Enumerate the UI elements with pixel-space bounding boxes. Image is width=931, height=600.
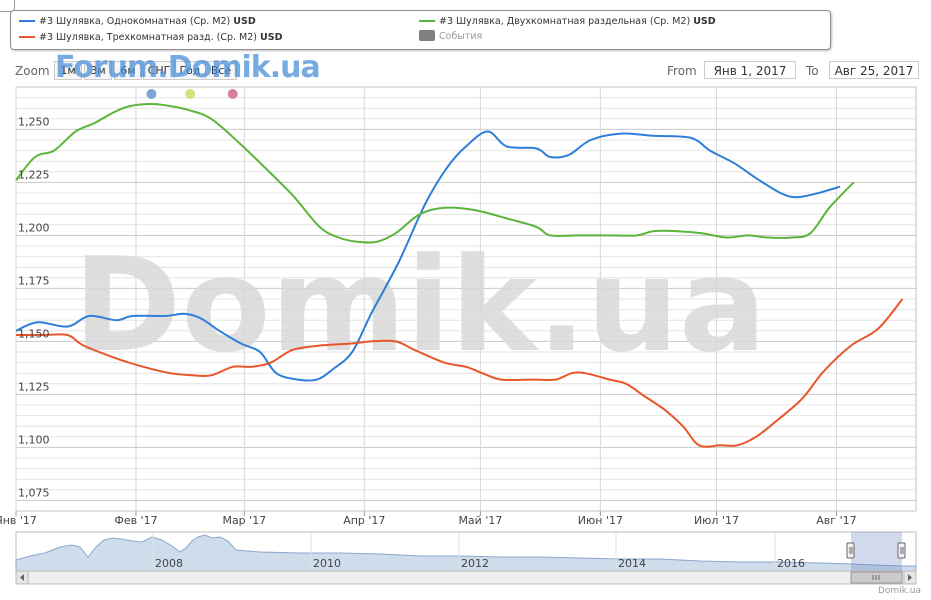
series-lines[interactable] [15, 103, 904, 448]
x-tick-label: Фев '17 [114, 514, 157, 527]
event-markers[interactable] [146, 89, 238, 99]
zoom-ytd-button[interactable]: СНГ [143, 61, 175, 80]
zoom-all-button[interactable]: Всё [205, 61, 237, 80]
legend-item-events[interactable]: События [419, 30, 483, 42]
legend-unit-two-room: USD [693, 16, 716, 27]
legend-label-three-room: #3 Шулявка, Трехкомнатная разд. (Ср. М2) [39, 32, 258, 43]
legend-swatch-events [419, 30, 435, 41]
scrollbar-track[interactable] [15, 570, 917, 585]
y-tick-label: 1,125 [18, 380, 50, 393]
to-date-input[interactable]: Авг 25, 2017 [829, 61, 919, 79]
from-date-input[interactable]: Янв 1, 2017 [704, 61, 796, 79]
x-tick-label: Мар '17 [222, 514, 266, 527]
navigator-year-label: 2010 [313, 557, 341, 570]
credit-link[interactable]: Domik.ua [878, 586, 921, 596]
y-tick-label: 1,200 [18, 221, 50, 234]
legend-swatch-one-room [19, 19, 35, 22]
navigator-selected-range[interactable] [851, 532, 902, 571]
x-tick-label: Апр '17 [343, 514, 385, 527]
navigator-year-label: 2014 [618, 557, 646, 570]
series-line-1[interactable] [15, 130, 841, 382]
y-axis-labels: 1,075 1,100 1,125 1,150 1,175 1,200 1,225 1,250 [18, 115, 50, 499]
x-tick-label: Авг '17 [816, 514, 856, 527]
y-tick-label: 1,075 [18, 486, 50, 499]
to-label: To [806, 64, 819, 78]
zoom-6m-button[interactable]: 6м [114, 61, 142, 80]
zoom-1m-button[interactable]: 1м [54, 61, 82, 80]
legend-item-three-room[interactable]: #3 Шулявка, Трехкомнатная разд. (Ср. М2)… [19, 32, 282, 43]
legend-swatch-three-room [19, 35, 35, 38]
zoom-label: Zoom [15, 64, 50, 78]
navigator-year-label: 2012 [461, 557, 489, 570]
y-tick-label: 1,100 [18, 433, 50, 446]
legend-label-events: События [439, 31, 483, 42]
legend-unit-three-room: USD [260, 32, 283, 43]
chart-legend: #3 Шулявка, Однокомнатная (Ср. М2) USD #3… [10, 10, 831, 50]
navigator-year-label: 2008 [155, 557, 183, 570]
legend-unit-one-room: USD [233, 16, 256, 27]
navigator-left-handle[interactable] [846, 542, 855, 559]
event-marker[interactable] [146, 89, 157, 99]
series-line-2[interactable] [15, 103, 855, 244]
menu-corner-handle[interactable] [0, 0, 15, 12]
y-tick-label: 1,150 [18, 327, 50, 340]
x-tick-label: Янв '17 [0, 514, 37, 527]
scroll-right-arrow-icon [908, 574, 912, 581]
zoom-1y-button[interactable]: Год [174, 61, 206, 80]
x-axis-labels: Янв '17 Фев '17 Мар '17 Апр '17 Май '17 Июн '… [0, 511, 857, 527]
from-label: From [667, 64, 697, 78]
event-marker[interactable] [227, 89, 238, 99]
navigator-series-area [15, 534, 917, 572]
scroll-left-arrow-icon [20, 574, 24, 581]
event-marker[interactable] [185, 89, 196, 99]
x-tick-label: Май '17 [458, 514, 502, 527]
y-tick-label: 1,250 [18, 115, 50, 128]
navigator[interactable]: 2008 2010 2012 2014 2016 [15, 531, 917, 585]
legend-swatch-two-room [419, 19, 435, 22]
x-tick-label: Июл '17 [694, 514, 739, 527]
legend-label-two-room: #3 Шулявка, Двухкомнатная раздельная (Ср… [439, 16, 691, 27]
y-tick-label: 1,225 [18, 168, 50, 181]
navigator-year-label: 2016 [777, 557, 805, 570]
watermark: Domik.ua [73, 229, 766, 381]
legend-item-one-room[interactable]: #3 Шулявка, Однокомнатная (Ср. М2) USD [19, 16, 256, 27]
navigator-year-labels: 2008 2010 2012 2014 2016 [152, 532, 805, 571]
y-tick-label: 1,175 [18, 274, 50, 287]
legend-label-one-room: #3 Шулявка, Однокомнатная (Ср. М2) [39, 16, 231, 27]
series-line-3[interactable] [16, 298, 904, 448]
zoom-3m-button[interactable]: 3м [84, 61, 112, 80]
range-selector: Zoom 1м 3м 6м СНГ Год Всё From Янв 1, 20… [0, 60, 931, 82]
x-tick-label: Июн '17 [578, 514, 623, 527]
legend-item-two-room[interactable]: #3 Шулявка, Двухкомнатная раздельная (Ср… [419, 16, 716, 27]
navigator-right-handle[interactable] [897, 542, 906, 559]
